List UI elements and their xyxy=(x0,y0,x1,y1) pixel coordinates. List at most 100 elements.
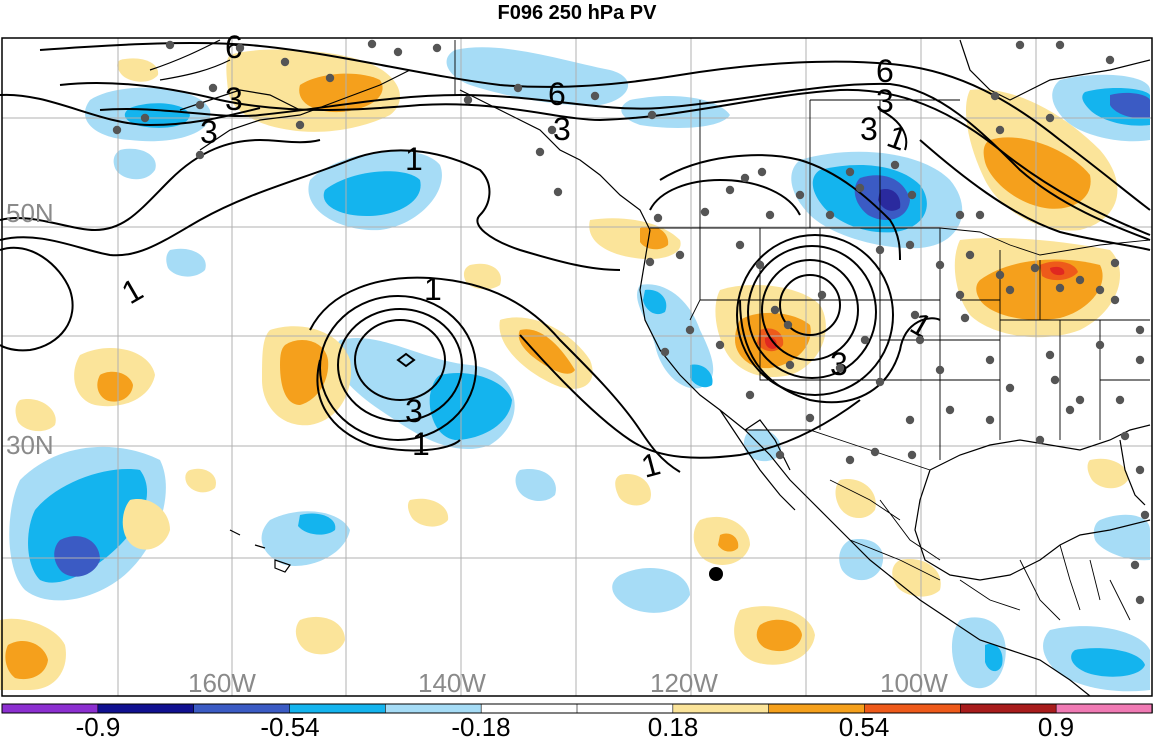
station-dot xyxy=(817,290,827,300)
station-dot xyxy=(553,187,563,197)
station-dot xyxy=(432,43,442,53)
station-dot xyxy=(775,450,785,460)
station-dot xyxy=(1135,595,1145,605)
contour-label: 1 xyxy=(405,141,423,177)
station-dot xyxy=(907,190,917,200)
station-dot xyxy=(295,120,305,130)
colorbar-tick-label: -0.54 xyxy=(260,712,319,739)
station-dot xyxy=(647,110,657,120)
station-dot xyxy=(725,185,735,195)
contour-label: 3 xyxy=(860,111,878,147)
station-dot xyxy=(740,173,750,183)
colorbar: -0.9 -0.54 -0.18 0.18 0.54 0.9 xyxy=(1,703,1153,739)
station-dot xyxy=(1050,375,1060,385)
station-dot xyxy=(770,305,780,315)
contour-label: 3 xyxy=(225,81,243,117)
station-dot xyxy=(463,95,473,105)
station-dot xyxy=(1055,283,1065,293)
station-dot xyxy=(845,167,855,177)
station-dot xyxy=(1035,435,1045,445)
station-dot xyxy=(700,207,710,217)
station-dot xyxy=(935,365,945,375)
station-dot xyxy=(675,250,685,260)
station-dot xyxy=(1115,395,1125,405)
station-dot xyxy=(195,150,205,160)
station-dot xyxy=(367,39,377,49)
station-dot xyxy=(1105,55,1115,65)
station-dot xyxy=(1030,263,1040,273)
station-dot xyxy=(140,113,150,123)
contour-label: 3 xyxy=(876,83,894,119)
map-title: F096 250 hPa PV xyxy=(497,2,657,24)
station-dot xyxy=(1055,40,1065,50)
station-dot xyxy=(112,125,122,135)
highlighted-point-marker xyxy=(709,567,723,581)
station-dot xyxy=(1140,510,1150,520)
station-markers xyxy=(112,39,1150,605)
station-dot xyxy=(1045,113,1055,123)
station-dot xyxy=(915,335,925,345)
lat-lon-grid xyxy=(2,38,1152,696)
station-dot xyxy=(1095,285,1105,295)
station-dot xyxy=(975,210,985,220)
station-dot xyxy=(235,43,245,53)
lat-label-50n: 50N xyxy=(6,198,54,228)
station-dot xyxy=(590,91,600,101)
contour-label: 6 xyxy=(548,76,566,112)
contour-label: 6 xyxy=(876,53,894,89)
colorbar-tick-label: -0.9 xyxy=(76,712,121,739)
station-dot xyxy=(547,125,557,135)
station-dot xyxy=(910,310,920,320)
station-dot xyxy=(1005,285,1015,295)
station-dot xyxy=(805,413,815,423)
station-dot xyxy=(1095,340,1105,350)
station-dot xyxy=(795,190,805,200)
station-dot xyxy=(985,415,995,425)
station-dot xyxy=(965,250,975,260)
station-dot xyxy=(195,100,205,110)
station-dot xyxy=(845,455,855,465)
station-dot xyxy=(393,47,403,57)
station-dot xyxy=(653,213,663,223)
station-dot xyxy=(875,245,885,255)
station-dot xyxy=(685,325,695,335)
contour-label: 3 xyxy=(553,111,571,147)
station-dot xyxy=(835,363,845,373)
contour-label: 1 xyxy=(412,426,430,462)
station-dot xyxy=(785,360,795,370)
pv-shading xyxy=(0,47,1150,692)
station-dot xyxy=(825,210,835,220)
colorbar-tick-label: 0.18 xyxy=(648,712,699,739)
station-dot xyxy=(1005,383,1015,393)
station-dot xyxy=(765,210,775,220)
station-dot xyxy=(325,73,335,83)
station-dot xyxy=(905,415,915,425)
station-dot xyxy=(715,340,725,350)
station-dot xyxy=(755,260,765,270)
station-dot xyxy=(907,450,917,460)
pv-contours xyxy=(0,42,1151,473)
station-dot xyxy=(955,210,965,220)
station-dot xyxy=(645,257,655,267)
station-dot xyxy=(1110,258,1120,268)
station-dot xyxy=(1135,355,1145,365)
station-dot xyxy=(1120,431,1130,441)
station-dot xyxy=(905,240,915,250)
station-dot xyxy=(855,183,865,193)
station-dot xyxy=(783,320,793,330)
station-dot xyxy=(875,377,885,387)
station-dot xyxy=(1130,560,1140,570)
station-dot xyxy=(985,355,995,365)
station-dot xyxy=(280,57,290,67)
station-dot xyxy=(1065,405,1075,415)
station-dot xyxy=(1110,295,1120,305)
station-dot xyxy=(990,91,1000,101)
colorbar-tick-label: 0.54 xyxy=(839,712,890,739)
contour-label: 3 xyxy=(200,114,218,150)
station-dot xyxy=(208,83,218,93)
lon-label-100w: 100W xyxy=(880,668,948,698)
station-dot xyxy=(1135,325,1145,335)
station-dot xyxy=(860,335,870,345)
station-dot xyxy=(935,260,945,270)
colorbar-tick-label: 0.9 xyxy=(1038,712,1074,739)
